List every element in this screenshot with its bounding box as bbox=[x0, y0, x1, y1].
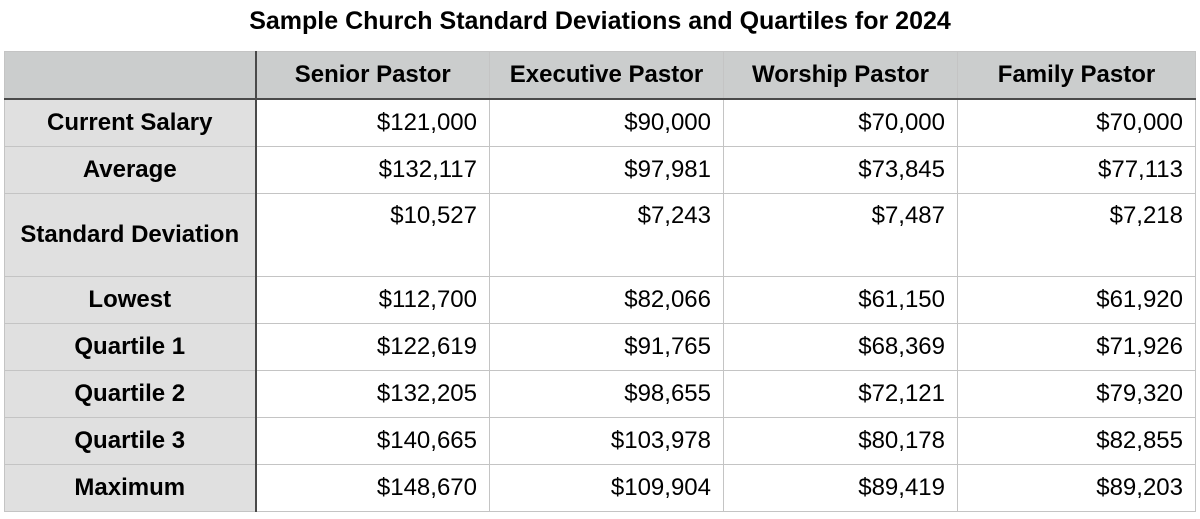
table-cell: $82,066 bbox=[489, 276, 724, 324]
row-label-current-salary: Current Salary bbox=[4, 98, 257, 147]
row-label-quartile-3: Quartile 3 bbox=[4, 417, 257, 465]
table-cell: $109,904 bbox=[489, 464, 724, 512]
table-cell: $7,243 bbox=[489, 193, 724, 277]
table-cell: $103,978 bbox=[489, 417, 724, 465]
table-cell: $132,205 bbox=[255, 370, 490, 418]
table-cell: $70,000 bbox=[723, 98, 958, 147]
table-cell: $91,765 bbox=[489, 323, 724, 371]
column-header-senior-pastor: Senior Pastor bbox=[255, 51, 490, 100]
table-cell: $122,619 bbox=[255, 323, 490, 371]
column-header-worship-pastor: Worship Pastor bbox=[723, 51, 958, 100]
table-row: Average $132,117 $97,981 $73,845 $77,113 bbox=[4, 146, 1196, 194]
row-label-lowest: Lowest bbox=[4, 276, 257, 324]
table-cell: $7,218 bbox=[957, 193, 1196, 277]
table-cell: $89,419 bbox=[723, 464, 958, 512]
table-cell: $121,000 bbox=[255, 98, 490, 147]
table-row: Quartile 2 $132,205 $98,655 $72,121 $79,… bbox=[4, 370, 1196, 418]
column-header-family-pastor: Family Pastor bbox=[957, 51, 1196, 100]
table-cell: $7,487 bbox=[723, 193, 958, 277]
table-row: Standard Deviation $10,527 $7,243 $7,487… bbox=[4, 193, 1196, 277]
table-row: Quartile 3 $140,665 $103,978 $80,178 $82… bbox=[4, 417, 1196, 465]
table-cell: $61,920 bbox=[957, 276, 1196, 324]
table-cell: $82,855 bbox=[957, 417, 1196, 465]
table-cell: $98,655 bbox=[489, 370, 724, 418]
table-cell: $89,203 bbox=[957, 464, 1196, 512]
table-cell: $79,320 bbox=[957, 370, 1196, 418]
row-label-standard-deviation: Standard Deviation bbox=[4, 193, 257, 277]
table-cell: $80,178 bbox=[723, 417, 958, 465]
table-row: Lowest $112,700 $82,066 $61,150 $61,920 bbox=[4, 276, 1196, 324]
corner-header-cell bbox=[4, 51, 257, 100]
table-cell: $61,150 bbox=[723, 276, 958, 324]
header-row: Senior Pastor Executive Pastor Worship P… bbox=[4, 51, 1196, 100]
table-cell: $90,000 bbox=[489, 98, 724, 147]
column-header-executive-pastor: Executive Pastor bbox=[489, 51, 724, 100]
salary-statistics-table: Senior Pastor Executive Pastor Worship P… bbox=[4, 51, 1196, 512]
row-label-maximum: Maximum bbox=[4, 464, 257, 512]
table-cell: $73,845 bbox=[723, 146, 958, 194]
table-cell: $72,121 bbox=[723, 370, 958, 418]
table-row: Quartile 1 $122,619 $91,765 $68,369 $71,… bbox=[4, 323, 1196, 371]
row-label-average: Average bbox=[4, 146, 257, 194]
table-cell: $77,113 bbox=[957, 146, 1196, 194]
row-label-quartile-1: Quartile 1 bbox=[4, 323, 257, 371]
row-label-quartile-2: Quartile 2 bbox=[4, 370, 257, 418]
table-cell: $148,670 bbox=[255, 464, 490, 512]
table-cell: $112,700 bbox=[255, 276, 490, 324]
table-row: Current Salary $121,000 $90,000 $70,000 … bbox=[4, 98, 1196, 147]
table-cell: $68,369 bbox=[723, 323, 958, 371]
table-row: Maximum $148,670 $109,904 $89,419 $89,20… bbox=[4, 464, 1196, 512]
table-cell: $97,981 bbox=[489, 146, 724, 194]
table-cell: $71,926 bbox=[957, 323, 1196, 371]
table-cell: $132,117 bbox=[255, 146, 490, 194]
table-cell: $140,665 bbox=[255, 417, 490, 465]
table-cell: $10,527 bbox=[255, 193, 490, 277]
table-cell: $70,000 bbox=[957, 98, 1196, 147]
table-title: Sample Church Standard Deviations and Qu… bbox=[249, 7, 951, 35]
